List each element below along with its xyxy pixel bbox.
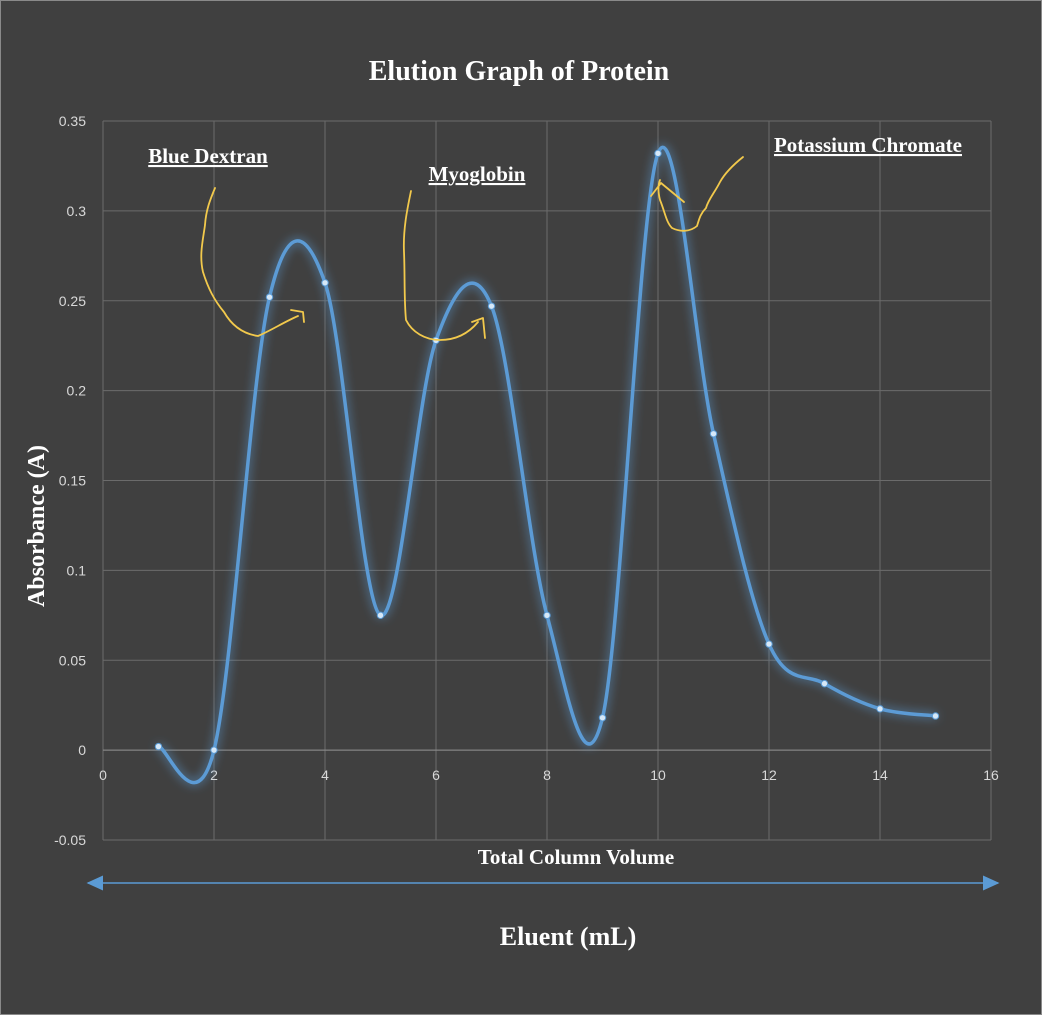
x-tick-label: 4 xyxy=(321,767,329,783)
data-point xyxy=(876,705,884,713)
y-tick-label: 0.35 xyxy=(59,113,86,129)
x-tick-label: 0 xyxy=(99,767,107,783)
data-point xyxy=(654,149,662,158)
y-tick-label: 0.3 xyxy=(67,203,87,219)
y-tick-label: -0.05 xyxy=(54,832,86,848)
tick-labels: -0.05 0 0.05 0.1 0.15 0.2 0.25 0.3 0.35 0 2 4 6 8 10 12… xyxy=(54,113,999,848)
series-layer xyxy=(154,145,940,785)
potassium-chromate-arrow xyxy=(650,156,744,232)
y-tick-label: 0.2 xyxy=(67,383,87,399)
x-tick-label: 16 xyxy=(983,767,999,783)
chart-title: Elution Graph of Protein xyxy=(369,56,670,87)
y-tick-label: 0.15 xyxy=(59,473,86,489)
annotation-blue-dextran: Blue Dextran xyxy=(148,144,268,168)
x-axis-label: Total Column Volume xyxy=(478,845,674,869)
data-point xyxy=(820,679,829,688)
myoglobin-arrow xyxy=(402,190,486,341)
data-point xyxy=(543,611,551,620)
annotation-labels: Blue Dextran Myoglobin Potassium Chromat… xyxy=(148,133,962,186)
annotation-myoglobin: Myoglobin xyxy=(429,162,526,186)
x-tick-label: 2 xyxy=(210,767,218,783)
x-tick-label: 8 xyxy=(543,767,551,783)
y-tick-label: 0 xyxy=(78,742,86,758)
data-point xyxy=(210,746,218,754)
data-point xyxy=(931,712,940,720)
x-tick-label: 10 xyxy=(650,767,666,783)
x-tick-label: 6 xyxy=(432,767,440,783)
data-point xyxy=(376,611,385,620)
annotation-potassium-chromate: Potassium Chromate xyxy=(774,133,962,157)
blue-dextran-arrow xyxy=(200,187,305,337)
annotation-arrows xyxy=(200,156,744,341)
y-tick-label: 0.05 xyxy=(59,652,86,668)
data-point xyxy=(765,640,773,648)
y-tick-label: 0.1 xyxy=(67,562,87,578)
y-axis-label: Absorbance (A) xyxy=(24,445,50,607)
data-point xyxy=(154,742,163,751)
x-axis-secondary-label: Eluent (mL) xyxy=(500,922,637,951)
x-tick-label: 14 xyxy=(872,767,888,783)
y-tick-label: 0.25 xyxy=(59,293,86,309)
data-point xyxy=(598,714,607,722)
data-point xyxy=(321,279,329,287)
gridlines xyxy=(102,120,992,841)
data-point xyxy=(265,293,274,301)
data-point xyxy=(709,430,718,438)
x-tick-label: 12 xyxy=(761,767,777,783)
data-point xyxy=(487,302,496,310)
